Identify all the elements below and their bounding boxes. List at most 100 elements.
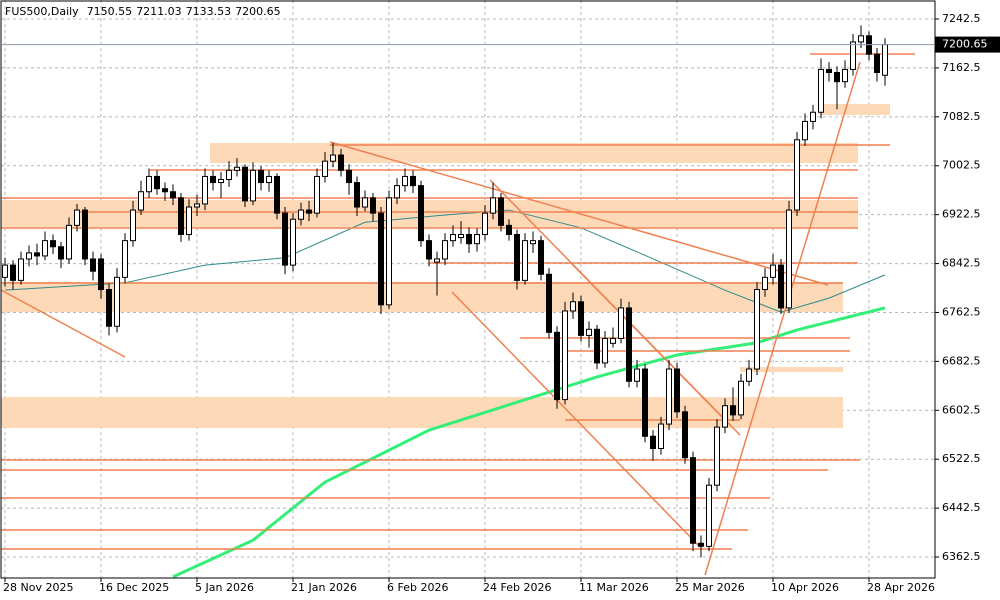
candle-body [794,139,800,211]
candle-body [882,44,888,76]
candle-body [562,310,568,401]
candle-body [802,120,808,141]
candle-body [170,191,176,199]
trend-line [451,291,701,548]
zone [1,282,843,312]
candle-body [746,368,752,382]
candle-body [250,169,256,202]
candle-body [850,41,856,70]
y-tick-label: 6842.5 [942,257,981,270]
candle-body [482,212,488,236]
x-tick-label: 28 Nov 2025 [3,581,73,594]
candle-body [266,175,272,184]
y-tick-label: 6922.5 [942,208,981,221]
candle-body [410,175,416,187]
candle-body [818,68,824,113]
y-tick-label: 7162.5 [942,61,981,74]
candle-body [10,264,16,281]
candle-body [546,273,552,333]
low-value: 7133.53 [186,5,232,18]
zone [820,104,890,115]
candle-body [834,72,840,83]
y-tick-label: 7082.5 [942,110,981,123]
candle-body [754,289,760,370]
candle-body [18,258,24,281]
candle-body [618,307,624,339]
candle-body [530,240,536,245]
candle-body [738,380,744,416]
x-tick-label: 11 Mar 2026 [579,581,649,594]
y-tick-label: 6602.5 [942,403,981,416]
candle-body [874,53,880,74]
candle-body [778,264,784,309]
candle-body [50,240,56,248]
candle-body [290,218,296,266]
current-price-label: 7200.65 [942,38,988,51]
candle-body [642,368,648,437]
candle-body [2,264,8,278]
candle-body [322,160,328,177]
candle-body [162,188,168,193]
zone [210,143,858,163]
x-tick-label: 10 Apr 2026 [771,581,839,594]
candle-body [58,246,64,260]
candle-body [210,175,216,184]
y-tick-label: 6442.5 [942,501,981,514]
candle-body [706,484,712,547]
candle-body [826,68,832,74]
candle-body [522,240,528,281]
candle-body [858,35,864,43]
candle-body [458,234,464,239]
candle-body [698,542,704,547]
trend-line [0,289,126,358]
candle-body [298,209,304,220]
candle-body [714,426,720,486]
candle-body [450,234,456,242]
candle-body [810,111,816,122]
candle-body [378,212,384,306]
y-tick-label: 6522.5 [942,452,981,465]
candle-body [346,169,352,184]
candle-body [634,368,640,382]
candle-body [490,197,496,214]
x-tick-label: 6 Feb 2026 [387,581,448,594]
candle-body [682,411,688,459]
candle-body [722,405,728,428]
candle-body [626,307,632,382]
zone [1,200,858,227]
candle-body [394,185,400,199]
candle-body [730,405,736,416]
candle-body [498,197,504,226]
candle-body [218,179,224,184]
y-tick-label: 7242.5 [942,12,981,25]
candle-body [786,209,792,309]
candle-body [138,191,144,211]
candle-body [418,185,424,242]
candle-body [762,276,768,291]
candle-body [42,240,48,257]
candle-body [690,457,696,544]
candle-body [426,240,432,260]
candle-body [178,197,184,236]
y-tick-label: 6362.5 [942,550,981,563]
drawings [0,53,915,576]
candle-body [570,301,576,312]
candle-body [666,368,672,425]
zones [1,104,890,428]
candle-body [770,264,776,278]
candle-body [362,197,368,208]
x-tick-label: 16 Dec 2025 [99,581,169,594]
current-price-box [935,36,1000,53]
candle-body [34,252,40,257]
candle-body [402,175,408,187]
trend-line [329,141,829,286]
x-tick-label: 5 Jan 2026 [195,581,254,594]
candle-body [90,258,96,272]
candle-body [586,328,592,336]
candle-body [74,209,80,226]
candle-body [466,234,472,245]
candle-body [274,175,280,214]
candle-body [306,209,312,214]
candle-body [26,252,32,260]
